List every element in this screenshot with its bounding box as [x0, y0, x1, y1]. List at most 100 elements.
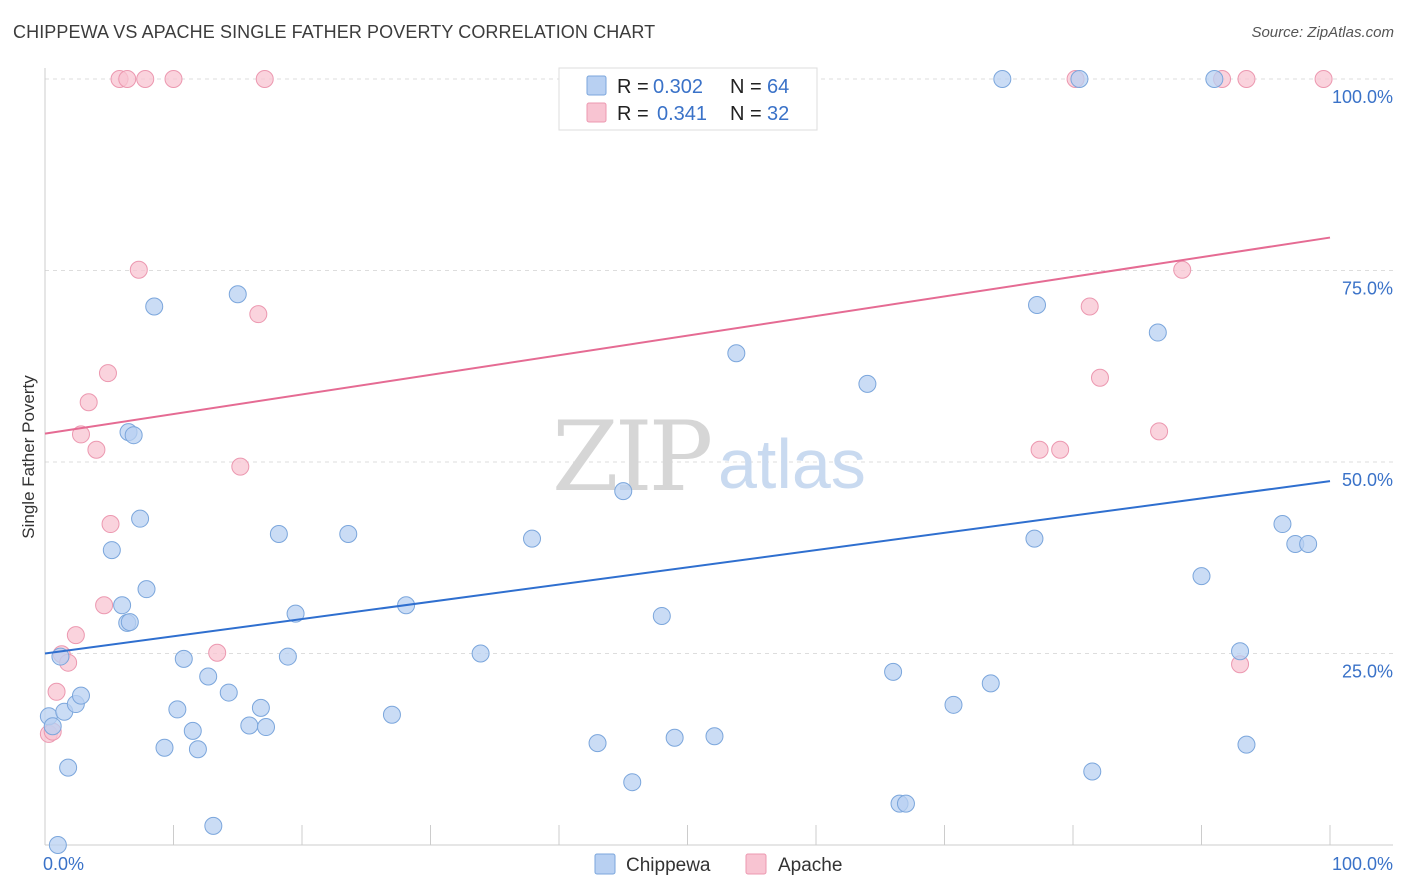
legend-r-value-apache: 0.341: [657, 103, 707, 125]
chippewa-point: [168, 700, 187, 719]
chippewa-point: [120, 613, 139, 632]
legend-r-label-apache: R =: [617, 103, 649, 125]
apache-point: [47, 682, 66, 701]
chippewa-point: [652, 606, 671, 625]
chippewa-point: [944, 695, 963, 714]
chippewa-point: [471, 644, 490, 663]
chippewa-point: [102, 541, 121, 560]
chippewa-point: [257, 718, 276, 737]
apache-point: [95, 596, 114, 615]
bottom-legend-label-chippewa: Chippewa: [626, 855, 711, 876]
chippewa-point: [588, 734, 607, 753]
chippewa-point: [155, 738, 174, 757]
legend-box: R = 0.302 N = 64 R = 0.341 N = 32: [558, 67, 818, 131]
chippewa-point: [623, 773, 642, 792]
apache-point: [231, 457, 250, 476]
apache-point: [66, 626, 85, 645]
y-tick-label: 25.0%: [1342, 662, 1393, 682]
legend-swatch-apache: [586, 102, 607, 123]
legend-n-value-apache: 32: [767, 103, 789, 125]
watermark: ZIP atlas: [552, 401, 866, 513]
chippewa-point: [269, 525, 288, 544]
apache-point: [118, 70, 137, 88]
chippewa-point: [1299, 534, 1318, 553]
apache-point: [255, 70, 274, 88]
y-axis-label: Single Father Poverty: [19, 375, 38, 539]
chippewa-point: [1148, 323, 1167, 342]
chippewa-point: [174, 649, 193, 668]
gridlines: [45, 78, 1393, 654]
chippewa-point: [113, 596, 132, 615]
chart-title: CHIPPEWA VS APACHE SINGLE FATHER POVERTY…: [13, 22, 656, 42]
chippewa-point: [183, 721, 202, 740]
apache-trend-line: [44, 236, 1331, 435]
apache-point: [208, 643, 227, 662]
y-tick-label: 50.0%: [1342, 470, 1393, 490]
apache-point: [79, 393, 98, 412]
watermark-atlas: atlas: [718, 425, 866, 503]
chippewa-point: [727, 344, 746, 363]
chippewa-point: [993, 70, 1012, 88]
bottom-legend-swatch-apache: [745, 853, 767, 875]
apache-point: [1173, 260, 1192, 279]
apache-point: [136, 70, 155, 88]
chippewa-point: [884, 662, 903, 681]
chippewa-points: [39, 70, 1318, 854]
chippewa-point: [71, 686, 90, 705]
y-tick-label: 100.0%: [1332, 87, 1393, 107]
bottom-legend-label-apache: Apache: [778, 855, 842, 876]
apache-point: [101, 515, 120, 534]
x-tick-label: 100.0%: [1332, 854, 1393, 874]
chippewa-point: [896, 794, 915, 813]
chippewa-point: [251, 698, 270, 717]
apache-point: [98, 364, 117, 383]
chippewa-point: [1025, 529, 1044, 548]
chippewa-point: [131, 509, 150, 528]
apache-point: [1080, 297, 1099, 316]
chippewa-point: [339, 525, 358, 544]
chippewa-point: [204, 816, 223, 835]
chippewa-point: [145, 297, 164, 316]
chippewa-point: [137, 580, 156, 599]
chippewa-point: [1231, 642, 1250, 661]
chippewa-point: [1237, 735, 1256, 754]
watermark-zip: ZIP: [552, 401, 711, 513]
chippewa-point: [240, 716, 259, 735]
bottom-legend: Chippewa Apache: [594, 853, 842, 876]
axes: [44, 68, 1393, 846]
chippewa-point: [382, 705, 401, 724]
legend-r-value-chippewa: 0.302: [653, 76, 703, 98]
chippewa-point: [1028, 295, 1047, 314]
apache-point: [249, 305, 268, 324]
chippewa-point: [1273, 515, 1292, 534]
chippewa-point: [228, 285, 247, 304]
chippewa-trend-line: [44, 480, 1331, 655]
chippewa-point: [614, 482, 633, 501]
y-tick-labels: 25.0% 50.0% 75.0% 100.0%: [1332, 87, 1393, 682]
chippewa-point: [981, 674, 1000, 693]
apache-point: [1090, 368, 1109, 387]
apache-point: [1150, 422, 1169, 441]
x-tick-label: 0.0%: [43, 854, 84, 874]
chippewa-point: [665, 728, 684, 747]
apache-point: [87, 440, 106, 459]
y-tick-label: 75.0%: [1342, 279, 1393, 299]
chippewa-point: [43, 717, 62, 736]
chippewa-point: [705, 727, 724, 746]
chippewa-point: [858, 374, 877, 393]
chippewa-point: [199, 667, 218, 686]
chippewa-point: [1192, 567, 1211, 586]
legend-swatch-chippewa: [586, 75, 607, 96]
apache-point: [1237, 70, 1256, 88]
chippewa-point: [1205, 70, 1224, 88]
apache-point: [164, 70, 183, 88]
chippewa-point: [1070, 70, 1089, 88]
chippewa-point: [48, 836, 67, 854]
apache-point: [129, 260, 148, 279]
chippewa-point: [1083, 762, 1102, 781]
chippewa-point: [278, 647, 297, 666]
chippewa-point: [188, 740, 207, 759]
chippewa-point: [124, 426, 143, 445]
legend-r-label-chippewa: R =: [617, 76, 649, 98]
